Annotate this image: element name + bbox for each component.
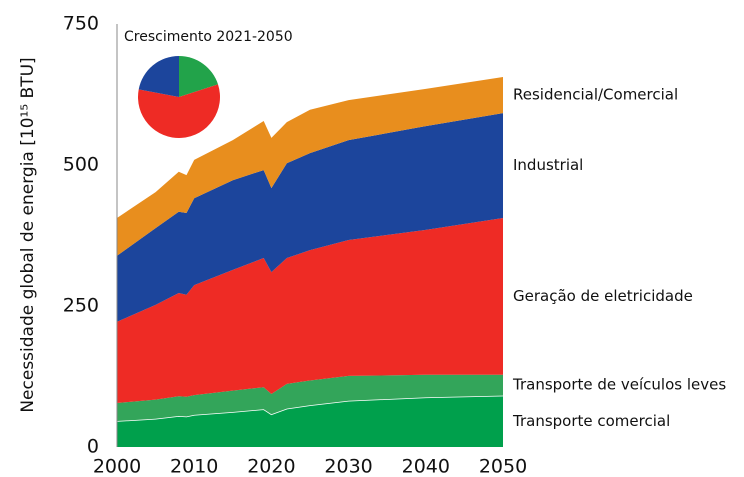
area [117,113,503,322]
y-tick-label: 500 [63,154,99,176]
area [117,395,503,447]
pie-slice [138,84,220,139]
series-label: Transporte comercial [512,412,670,430]
y-axis-label: Necessidade global de energia [10¹⁵ BTU] [18,57,38,412]
x-tick-label: 2050 [479,456,527,477]
series-label: Industrial [513,156,583,174]
series-label: Geração de eletricidade [513,287,693,305]
pie-title: Crescimento 2021-2050 [124,29,293,45]
x-tick-label: 2020 [247,456,295,477]
area [117,218,503,404]
area [117,77,503,256]
x-tick-label: 2010 [170,456,218,477]
series-label: Residencial/Comercial [513,86,678,104]
pie-slice [138,56,179,97]
series-label: Transporte de veículos leves [512,376,726,394]
y-tick-label: 0 [87,436,99,458]
y-tick-label: 250 [63,295,99,317]
area [117,374,503,422]
x-tick-label: 2040 [402,456,450,477]
x-tick-label: 2030 [324,456,372,477]
y-tick-label: 750 [63,13,99,35]
pie-slice [179,56,218,97]
x-tick-label: 2000 [93,456,141,477]
